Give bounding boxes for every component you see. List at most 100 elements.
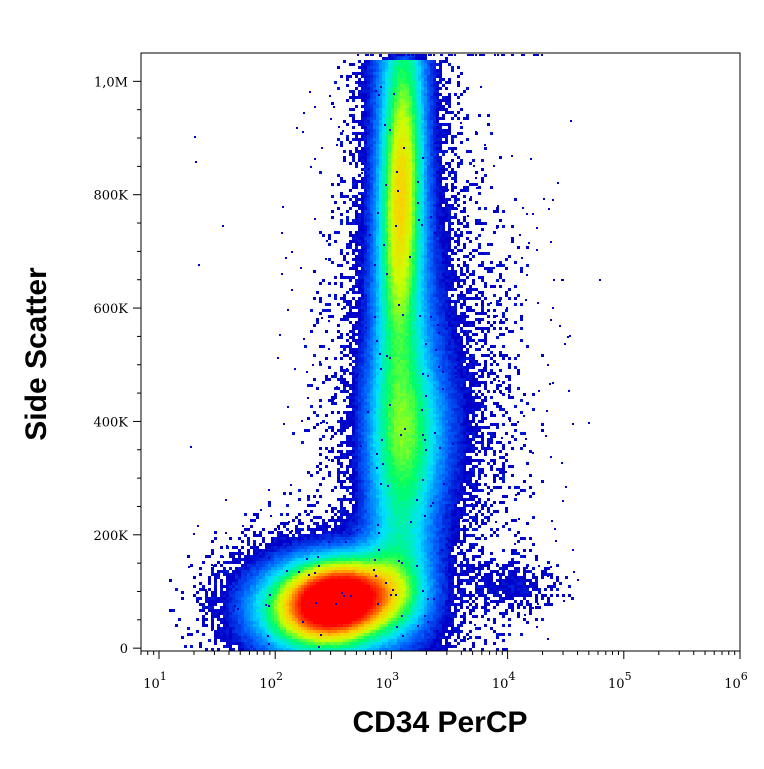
density-cell [430, 399, 433, 402]
density-cell [430, 150, 433, 153]
density-cell [370, 69, 373, 72]
density-cell [361, 183, 364, 186]
density-cell [430, 420, 433, 423]
density-cell [418, 351, 421, 354]
density-cell [400, 123, 403, 126]
density-cell [418, 270, 421, 273]
density-cell [379, 243, 382, 246]
density-cell [391, 156, 394, 159]
density-cell [448, 282, 451, 285]
density-cell [358, 78, 361, 81]
density-cell [460, 369, 463, 372]
density-cell [457, 432, 460, 435]
density-cell [385, 345, 388, 348]
density-cell [406, 423, 409, 426]
density-cell [403, 96, 406, 99]
density-cell [376, 282, 379, 285]
density-cell [445, 303, 448, 306]
density-cell [391, 366, 394, 369]
density-cell [418, 216, 421, 219]
density-cell [493, 423, 496, 426]
density-cell [370, 243, 373, 246]
density-cell [373, 408, 376, 411]
density-cell [421, 219, 424, 222]
density-cell [457, 297, 460, 300]
density-cell [391, 264, 394, 267]
density-cell [511, 240, 514, 243]
density-cell [406, 288, 409, 291]
density-cell [433, 165, 436, 168]
density-cell [400, 180, 403, 183]
density-cell [367, 219, 370, 222]
density-cell [445, 60, 448, 63]
density-cell [409, 69, 412, 72]
density-cell [343, 60, 346, 63]
density-cell [364, 264, 367, 267]
density-cell [373, 321, 376, 324]
density-cell [388, 285, 391, 288]
density-cell [433, 348, 436, 351]
density-cell [370, 360, 373, 363]
density-cell [409, 363, 412, 366]
density-cell [340, 273, 343, 276]
density-cell [430, 159, 433, 162]
density-cell [442, 84, 445, 87]
density-cell [412, 108, 415, 111]
density-cell [403, 390, 406, 393]
density-cell [418, 237, 421, 240]
density-cell [343, 201, 346, 204]
density-cell [400, 207, 403, 210]
density-cell [355, 402, 358, 405]
density-cell [382, 165, 385, 168]
density-cell [418, 429, 421, 432]
density-cell [427, 111, 430, 114]
density-cell [469, 183, 472, 186]
density-cell [379, 60, 382, 63]
density-cell [400, 222, 403, 225]
density-cell [430, 198, 433, 201]
density-cell [394, 297, 397, 300]
density-cell [388, 69, 391, 72]
density-cell [484, 396, 487, 399]
density-cell [406, 78, 409, 81]
density-cell [418, 117, 421, 120]
density-cell [415, 150, 418, 153]
density-cell [394, 315, 397, 318]
density-cell [367, 153, 370, 156]
density-cell [472, 426, 475, 429]
density-cell [433, 351, 436, 354]
density-cell [397, 420, 400, 423]
density-cell [337, 264, 340, 267]
density-cell [403, 186, 406, 189]
density-cell [388, 99, 391, 102]
density-cell [451, 351, 454, 354]
density-cell [316, 387, 319, 390]
density-cell [322, 435, 325, 438]
density-cell [367, 363, 370, 366]
density-cell [484, 147, 487, 150]
density-cell [313, 324, 316, 327]
density-cell [391, 165, 394, 168]
density-cell [472, 390, 475, 393]
density-cell [400, 114, 403, 117]
density-cell [427, 318, 430, 321]
density-cell [418, 234, 421, 237]
density-cell [352, 324, 355, 327]
density-cell [460, 384, 463, 387]
density-cell [358, 141, 361, 144]
density-cell [391, 321, 394, 324]
density-cell [439, 285, 442, 288]
density-cell [403, 180, 406, 183]
density-cell [388, 342, 391, 345]
density-cell [442, 228, 445, 231]
density-cell [448, 426, 451, 429]
density-cell [388, 426, 391, 429]
density-cell [454, 234, 457, 237]
density-cell [403, 57, 406, 60]
density-cell [433, 87, 436, 90]
density-cell [463, 300, 466, 303]
density-cell [424, 231, 427, 234]
density-cell [403, 120, 406, 123]
density-cell [337, 324, 340, 327]
density-cell [340, 252, 343, 255]
